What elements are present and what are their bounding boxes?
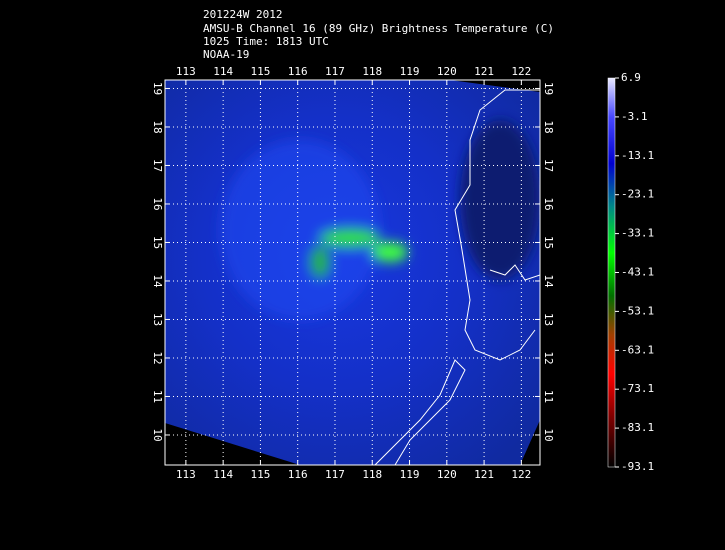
lon-label: 116: [288, 65, 308, 78]
coastline: [454, 89, 540, 361]
coastline: [374, 359, 466, 465]
lat-label: 10: [151, 428, 164, 441]
lon-label: 121: [474, 468, 494, 481]
title-line: NOAA-19: [203, 48, 249, 61]
lon-label: 116: [288, 468, 308, 481]
lat-label: 16: [542, 197, 555, 210]
lon-label: 120: [437, 468, 457, 481]
title-line: 201224W 2012: [203, 8, 282, 21]
lat-label: 10: [542, 428, 555, 441]
lon-label: 121: [474, 65, 494, 78]
colorbar: [607, 77, 616, 468]
lon-label: 113: [176, 65, 196, 78]
colorbar-label: -83.1: [621, 421, 654, 434]
lon-label: 113: [176, 468, 196, 481]
colorbar-label: -3.1: [621, 110, 648, 123]
lon-label: 118: [362, 468, 382, 481]
colorbar-label: -43.1: [621, 266, 654, 279]
lon-label: 114: [213, 65, 233, 78]
colorbar-label: -23.1: [621, 188, 654, 201]
lat-label: 14: [151, 274, 164, 288]
lon-label: 114: [213, 468, 233, 481]
lon-label: 122: [511, 468, 531, 481]
colorbar-label: -33.1: [621, 227, 654, 240]
title-line: 1025 Time: 1813 UTC: [203, 35, 329, 48]
colorbar-label: -13.1: [621, 149, 654, 162]
lat-label: 11: [542, 390, 555, 403]
lat-label: 13: [542, 313, 555, 326]
lat-label: 15: [151, 236, 164, 249]
lon-label: 119: [400, 65, 420, 78]
lat-label: 14: [542, 274, 555, 288]
lat-label: 15: [542, 236, 555, 249]
lon-label: 115: [250, 65, 270, 78]
lon-label: 118: [362, 65, 382, 78]
colorbar-label: -63.1: [621, 343, 654, 356]
lon-label: 117: [325, 468, 345, 481]
lat-label: 17: [542, 159, 555, 172]
colorbar-label: -73.1: [621, 382, 654, 395]
lat-label: 19: [151, 82, 164, 95]
colorbar-label: 6.9: [621, 71, 641, 84]
lon-label: 122: [511, 65, 531, 78]
lat-label: 17: [151, 159, 164, 172]
map-frame: [164, 79, 541, 466]
colorbar-label: -93.1: [621, 460, 654, 473]
lat-label: 12: [151, 351, 164, 364]
lon-label: 115: [250, 468, 270, 481]
lon-label: 119: [400, 468, 420, 481]
coastline: [489, 264, 540, 281]
lon-label: 117: [325, 65, 345, 78]
lat-label: 18: [151, 120, 164, 133]
lat-label: 11: [151, 390, 164, 403]
lat-label: 13: [151, 313, 164, 326]
colorbar-label: -53.1: [621, 304, 654, 317]
lat-label: 12: [542, 351, 555, 364]
title-line: AMSU-B Channel 16 (89 GHz) Brightness Te…: [203, 22, 554, 35]
lat-label: 18: [542, 120, 555, 133]
lat-label: 19: [542, 82, 555, 95]
lat-label: 16: [151, 197, 164, 210]
lon-label: 120: [437, 65, 457, 78]
